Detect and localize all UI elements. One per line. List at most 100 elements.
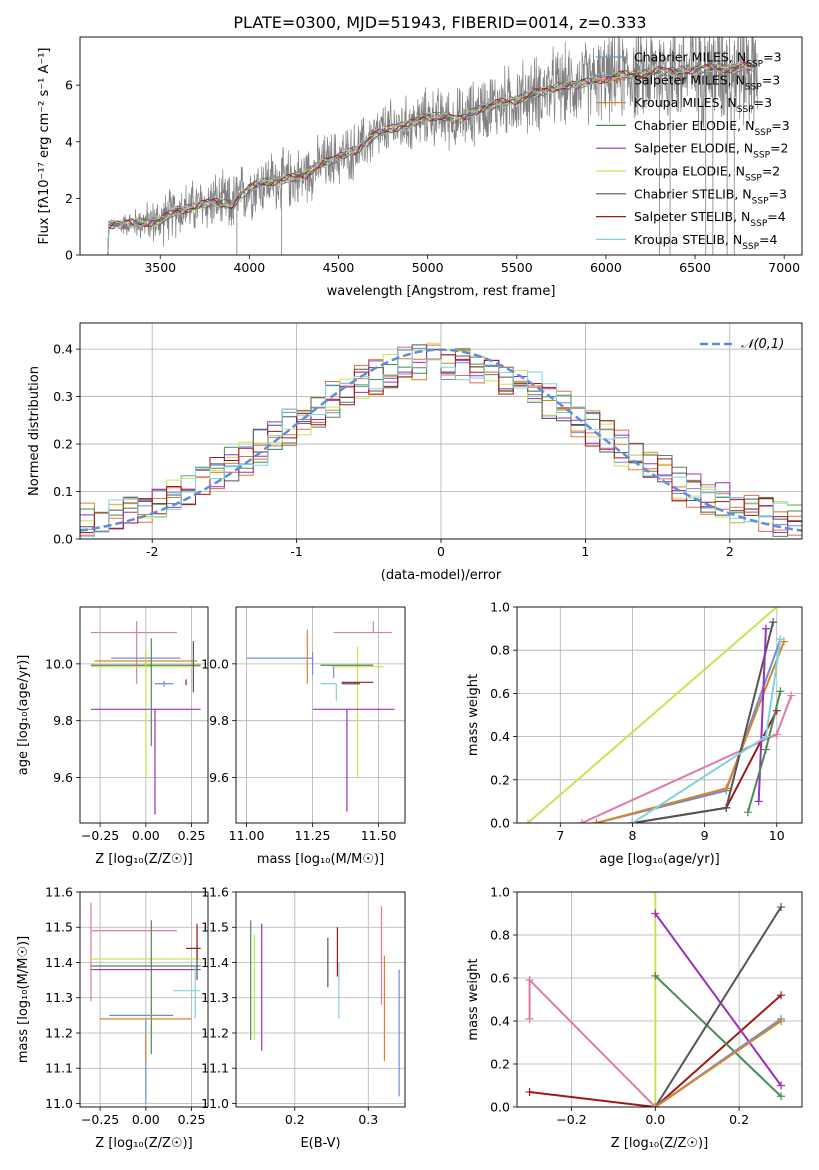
y-tick-label: 10.0 bbox=[45, 656, 73, 671]
y-tick-label: 9.6 bbox=[209, 770, 229, 785]
weight-marker bbox=[577, 819, 586, 823]
y-tick-label: 0.4 bbox=[490, 729, 510, 744]
x-tick-label: 4500 bbox=[323, 260, 355, 275]
weight-marker bbox=[777, 903, 786, 912]
y-tick-label: 11.5 bbox=[45, 920, 73, 935]
model-chabrier-stelib bbox=[106, 61, 755, 255]
weight-marker bbox=[761, 624, 770, 633]
weight-marker bbox=[651, 909, 660, 918]
y-tick-label: 11.2 bbox=[201, 1025, 229, 1040]
weight-marker bbox=[772, 607, 781, 611]
weight-line-kroupa-miles bbox=[654, 1020, 782, 1107]
y-tick-label: 0.2 bbox=[53, 437, 73, 452]
weight-marker bbox=[592, 819, 601, 823]
model-chabrier-elodie bbox=[106, 63, 754, 255]
y-axis-label: mass weight bbox=[466, 674, 481, 756]
axes-frame bbox=[516, 891, 803, 1108]
axes-frame bbox=[235, 606, 406, 824]
x-tick-label: 0.2 bbox=[729, 1112, 749, 1127]
y-tick-label: 0.8 bbox=[490, 643, 510, 658]
legend-label: Salpeter STELIB, NSSP=4 bbox=[634, 209, 786, 229]
y-tick-label: 0.0 bbox=[53, 532, 73, 547]
plot-area bbox=[106, 37, 758, 255]
y-tick-label: 11.5 bbox=[201, 920, 229, 935]
x-tick-label: 0.25 bbox=[178, 828, 206, 843]
plot-area bbox=[90, 621, 201, 815]
weight-marker bbox=[722, 803, 731, 812]
y-tick-label: 0.8 bbox=[490, 928, 510, 943]
legend-label: Salpeter ELODIE, NSSP=2 bbox=[634, 141, 788, 161]
x-tick-label: -2 bbox=[146, 544, 158, 559]
x-tick-label: 10 bbox=[769, 828, 785, 843]
weight-line-extra_pink bbox=[528, 977, 657, 1107]
x-tick-label: 11.50 bbox=[361, 828, 397, 843]
weight-marker bbox=[651, 892, 660, 896]
x-tick-label: 0.0 bbox=[645, 1112, 665, 1127]
weight-marker bbox=[523, 819, 532, 823]
y-tick-label: 11.3 bbox=[201, 990, 229, 1005]
axes-frame bbox=[516, 606, 803, 824]
x-tick-label: 9 bbox=[701, 828, 709, 843]
plot-area bbox=[80, 342, 802, 539]
panel-4: 11.00 11.25 11.50 9.6 9.8 10.0 mass [log₁₀(M/M… bbox=[201, 606, 406, 867]
y-tick-label: 0.1 bbox=[53, 484, 73, 499]
x-axis-label: mass [log₁₀(M/M☉)] bbox=[257, 852, 384, 867]
x-axis-label: Z [log₁₀(Z/Z☉)] bbox=[95, 1136, 192, 1151]
panel-8: −0.2 0.0 0.2 0.0 0.2 0.4 0.6 0.8 1.0 Z [log₁₀(Z/Z… bbox=[466, 885, 803, 1151]
weight-line-kroupa-miles bbox=[596, 641, 785, 823]
y-tick-label: 0.6 bbox=[490, 686, 510, 701]
legend-label: Chabrier ELODIE, NSSP=3 bbox=[634, 118, 790, 138]
x-tick-label: 8 bbox=[628, 828, 636, 843]
x-tick-label: 0.3 bbox=[358, 1112, 378, 1127]
y-tick-label: 10.0 bbox=[201, 656, 229, 671]
y-axis-label: mass weight bbox=[466, 958, 481, 1040]
x-tick-label: 0.2 bbox=[285, 1112, 305, 1127]
y-tick-label: 2 bbox=[65, 191, 73, 206]
weight-marker bbox=[754, 797, 763, 806]
weight-line-kroupa-elodie bbox=[527, 607, 778, 823]
plot-area bbox=[90, 902, 201, 1104]
x-tick-label: −0.25 bbox=[81, 828, 119, 843]
y-axis-label: Normed distribution bbox=[27, 366, 42, 496]
y-tick-label: 11.1 bbox=[201, 1061, 229, 1076]
y-tick-label: 0.4 bbox=[53, 342, 73, 357]
x-axis-label: Z [log₁₀(Z/Z☉)] bbox=[611, 1136, 708, 1151]
axes-frame bbox=[79, 322, 803, 540]
y-tick-label: 6 bbox=[65, 78, 73, 93]
y-tick-label: 9.8 bbox=[53, 713, 73, 728]
x-tick-label: 3500 bbox=[144, 260, 176, 275]
panel-1: 3500 4000 4500 5000 5500 6000 6500 7000 0 2 4 6 Chab… bbox=[37, 36, 803, 299]
weight-line-salpeter-elodie bbox=[757, 628, 767, 802]
weight-line-chabrier-stelib bbox=[654, 906, 782, 1107]
y-tick-label: 4 bbox=[65, 134, 73, 149]
y-tick-label: 11.4 bbox=[45, 955, 73, 970]
x-tick-label: 2 bbox=[726, 544, 734, 559]
legend-label: Kroupa ELODIE, NSSP=2 bbox=[634, 164, 780, 184]
x-tick-label: 0 bbox=[437, 544, 445, 559]
y-tick-label: 11.6 bbox=[201, 885, 229, 900]
x-tick-label: 7000 bbox=[768, 260, 800, 275]
weight-marker bbox=[777, 1081, 786, 1090]
weight-marker bbox=[722, 784, 731, 793]
y-tick-label: 11.0 bbox=[45, 1096, 73, 1111]
y-axis-label: mass [log₁₀(M/M☉)] bbox=[16, 936, 31, 1063]
weight-marker bbox=[628, 819, 637, 823]
normal-reference-curve bbox=[80, 348, 802, 532]
weight-line-chabrier-elodie bbox=[746, 690, 782, 813]
weight-marker bbox=[769, 618, 778, 627]
x-axis-label: E(B-V) bbox=[300, 1136, 340, 1151]
axes-frame bbox=[235, 891, 406, 1108]
y-tick-label: 1.0 bbox=[490, 600, 510, 615]
weight-marker bbox=[761, 732, 770, 741]
y-axis-label: age [log₁₀(age/yr)] bbox=[16, 655, 31, 776]
observed-spectrum bbox=[106, 37, 758, 255]
panel-6: −0.25 0.00 0.25 11.0 11.1 11.2 11.3 11.4 11.5 11.… bbox=[16, 885, 209, 1151]
weight-marker bbox=[787, 691, 796, 700]
weight-line-chabrier-elodie bbox=[654, 975, 782, 1098]
weight-marker bbox=[772, 730, 781, 739]
weight-line-salpeter-elodie bbox=[654, 912, 782, 1087]
residual-histogram-kroupa-stelib bbox=[80, 349, 802, 539]
weight-marker bbox=[777, 1092, 786, 1101]
x-tick-label: −0.2 bbox=[556, 1112, 586, 1127]
